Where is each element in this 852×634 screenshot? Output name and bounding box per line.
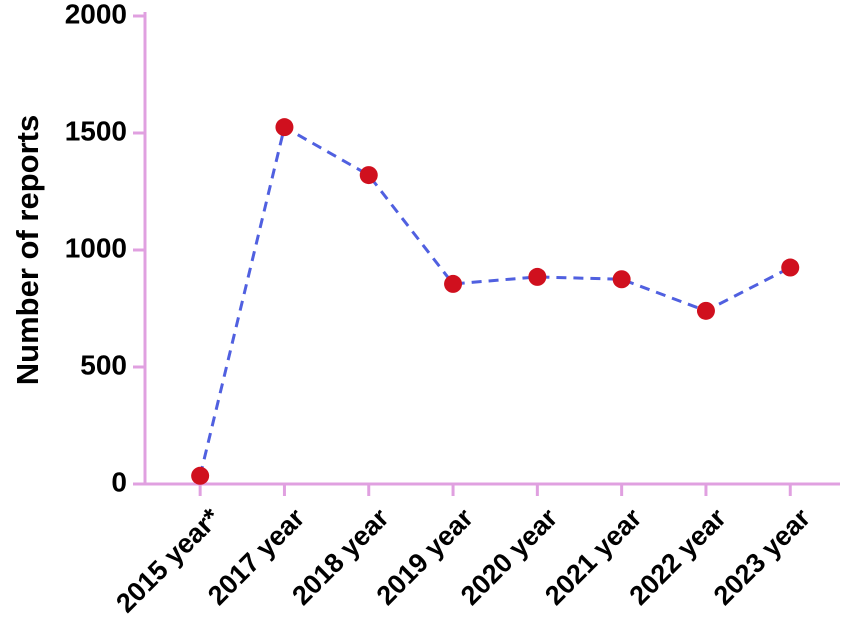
y-tick-label: 0	[111, 466, 127, 497]
marker	[191, 466, 210, 485]
y-tick-label: 1500	[65, 115, 127, 146]
marker	[781, 258, 800, 277]
y-tick-label: 1000	[65, 232, 127, 263]
marker	[444, 274, 463, 293]
marker	[696, 301, 715, 320]
y-tick-label: 500	[80, 349, 127, 380]
marker	[275, 118, 294, 137]
marker	[359, 166, 378, 185]
y-axis-label: Number of reports	[10, 115, 45, 385]
marker	[612, 270, 631, 289]
marker	[528, 267, 547, 286]
y-tick-label: 2000	[65, 0, 127, 29]
x-tick-label: 2015 year*	[110, 502, 226, 618]
line	[198, 124, 791, 477]
